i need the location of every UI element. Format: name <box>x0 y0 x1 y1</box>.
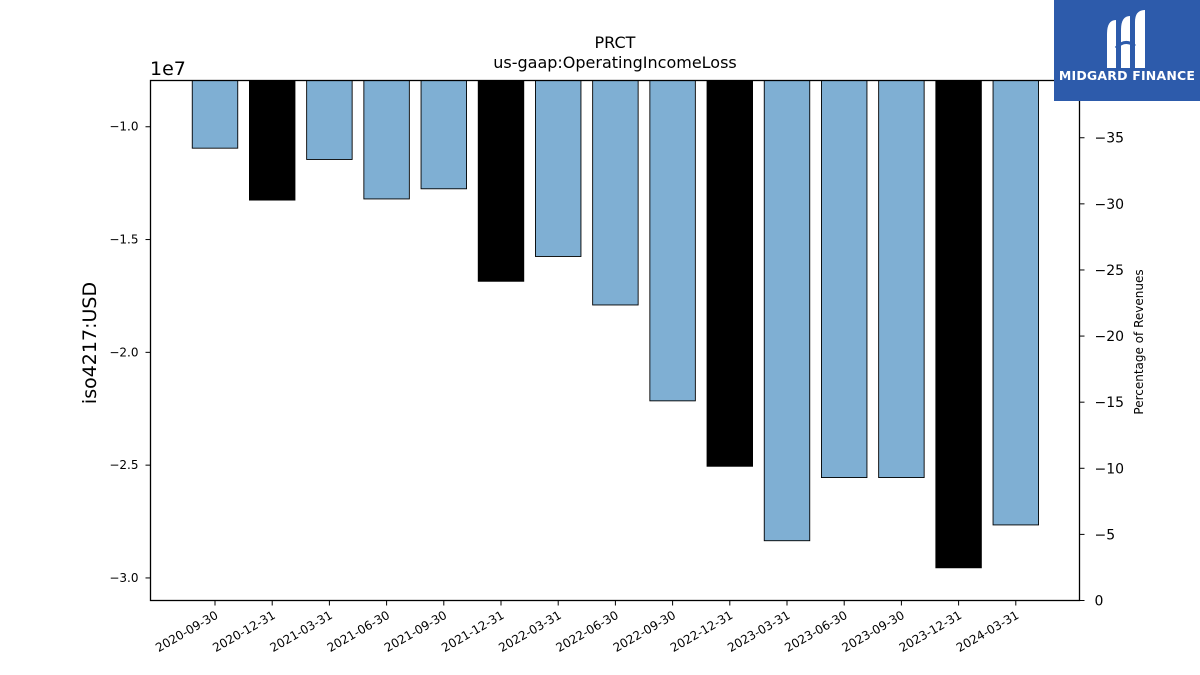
midgard-logo-icon <box>1107 10 1145 68</box>
bar-2021-12-31 <box>477 80 525 282</box>
logo-text: MIDGARD FINANCE <box>1058 68 1196 83</box>
bar-2020-09-30 <box>191 80 239 149</box>
y-axis-label: iso4217:USD <box>79 282 101 404</box>
bar-2023-12-31 <box>935 80 982 569</box>
chart-subtitle: us-gaap:OperatingIncomeLoss <box>493 53 737 72</box>
bar-2022-03-31 <box>535 80 582 257</box>
y-tick-label: −2.5 <box>109 458 138 472</box>
bar-2023-09-30 <box>878 80 925 478</box>
bar-2020-12-31 <box>248 80 296 201</box>
bar-2022-09-30 <box>649 80 696 402</box>
chart-title: PRCT <box>595 33 636 52</box>
x-tick-label: 2021-06-30 <box>325 608 392 655</box>
x-tick-label: 2022-03-31 <box>496 608 563 655</box>
y2-tick-label: −20 <box>1095 329 1125 345</box>
x-tick-label: 2021-12-31 <box>439 608 506 655</box>
y-axis-right: 0 −5 −10 −15 −20 −25 −30 −35 <box>1079 131 1125 610</box>
x-tick-label: 2022-09-30 <box>611 608 678 655</box>
bar-2022-12-31 <box>706 80 753 467</box>
x-tick-label: 2024-03-31 <box>954 608 1021 655</box>
y2-tick-label: −25 <box>1095 263 1125 279</box>
x-tick-label: 2022-12-31 <box>668 608 735 655</box>
y-offset-label: 1e7 <box>150 58 186 80</box>
y-tick-label: −3.0 <box>109 571 138 585</box>
x-tick-label: 2023-09-30 <box>839 608 906 655</box>
bar-2021-09-30 <box>420 80 467 190</box>
bar-2021-06-30 <box>363 80 410 200</box>
y2-tick-label: −5 <box>1095 527 1116 543</box>
x-tick-label: 2020-09-30 <box>153 608 220 655</box>
x-axis: 2020-09-302020-12-312021-03-312021-06-30… <box>153 600 1021 655</box>
bar-2024-03-31 <box>992 80 1039 526</box>
y2-tick-label: 0 <box>1095 594 1104 610</box>
bars <box>191 80 1039 569</box>
y-axis-left: −1.0 −1.5 −2.0 −2.5 −3.0 <box>109 120 151 585</box>
x-tick-label: 2023-06-30 <box>782 608 849 655</box>
x-tick-label: 2021-03-31 <box>267 608 334 655</box>
x-tick-label: 2021-09-30 <box>382 608 449 655</box>
y2-axis-label: Percentage of Revenues <box>1132 269 1146 414</box>
x-tick-label: 2023-12-31 <box>897 608 964 655</box>
x-tick-label: 2022-06-30 <box>553 608 620 655</box>
x-tick-label: 2020-12-31 <box>210 608 277 655</box>
bar-2023-03-31 <box>763 80 811 542</box>
bar-2021-03-31 <box>306 80 353 160</box>
y-tick-label: −2.0 <box>109 345 138 359</box>
midgard-finance-logo: MIDGARD FINANCE <box>1054 0 1200 101</box>
y2-tick-label: −35 <box>1095 131 1125 147</box>
y2-tick-label: −15 <box>1095 395 1125 411</box>
y2-tick-label: −10 <box>1095 461 1125 477</box>
bar-2022-06-30 <box>592 80 639 306</box>
y-tick-label: −1.0 <box>109 120 138 134</box>
y2-tick-label: −30 <box>1095 197 1125 213</box>
y-tick-label: −1.5 <box>109 233 138 247</box>
bar-2023-06-30 <box>821 80 868 478</box>
x-tick-label: 2023-03-31 <box>725 608 792 655</box>
